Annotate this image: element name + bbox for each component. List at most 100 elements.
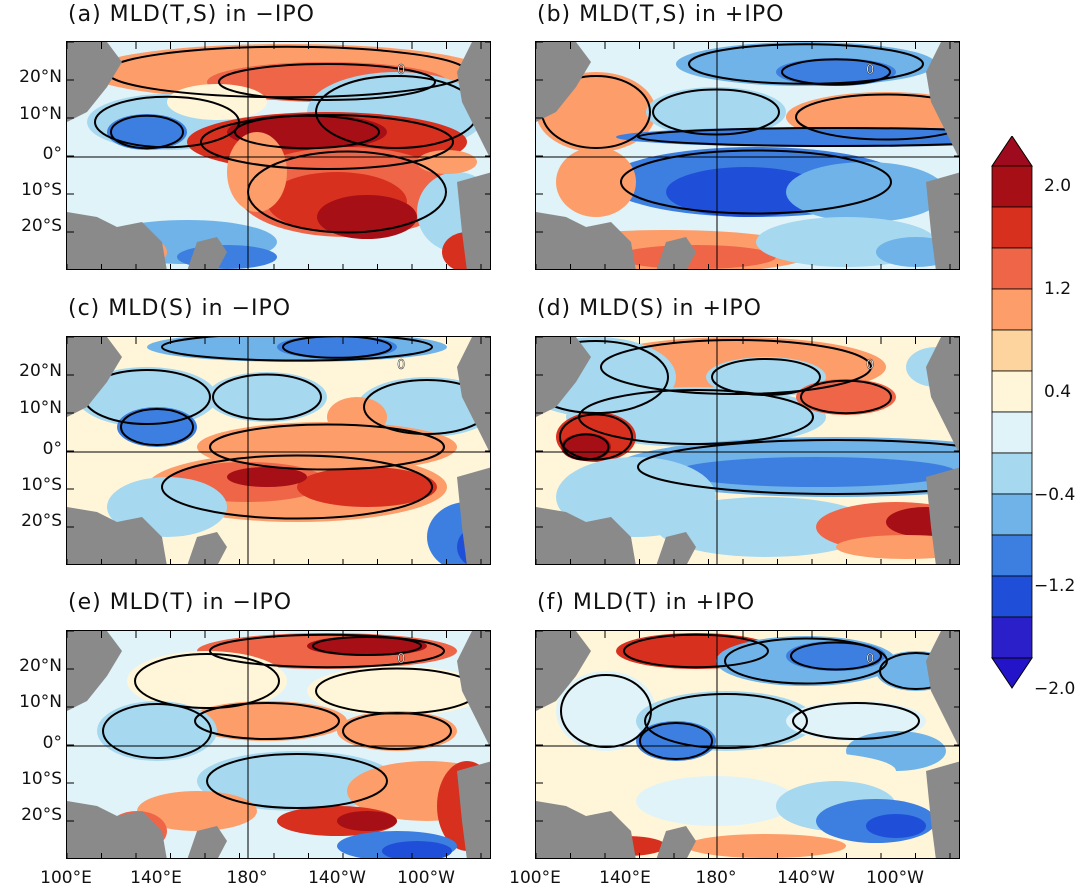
map-panel-d: 0 [535, 336, 960, 565]
land [67, 337, 122, 417]
zero-contour [363, 379, 490, 435]
zero-contour [790, 641, 882, 671]
map-a: 0 [67, 42, 490, 269]
land [536, 337, 591, 417]
zero-contour [342, 712, 452, 750]
panel-title-d: (d) MLD(S) in +IPO [537, 296, 762, 321]
lat-label: 0° [42, 439, 62, 459]
lon-label: 140°W [308, 868, 366, 888]
land [926, 172, 959, 269]
anomaly-region [97, 701, 217, 761]
map-panel-a: 0 [66, 41, 491, 270]
zero-contour [234, 114, 380, 150]
land [926, 337, 959, 453]
anomaly-region [207, 372, 327, 422]
zero-contour [312, 636, 422, 656]
land [926, 761, 959, 858]
land [656, 237, 696, 269]
panel-title-a: (a) MLD(T,S) in −IPO [68, 2, 315, 27]
lat-label: 10°N [19, 692, 62, 712]
zero-contour [600, 339, 872, 395]
zero-contour [161, 454, 433, 520]
colorbar-bottom-arrow [991, 657, 1033, 689]
panel-title-f: (f) MLD(T) in +IPO [537, 590, 756, 615]
anomaly-region [646, 87, 786, 137]
lon-label: 140°W [777, 868, 835, 888]
colorbar-label: 1.2 [1044, 279, 1072, 299]
land [187, 237, 227, 269]
contour-label: 0 [397, 63, 405, 78]
lon-label: 180° [226, 868, 268, 888]
colorbar-segment [991, 206, 1033, 249]
zero-contour [120, 408, 194, 446]
colorbar-segment [991, 329, 1033, 372]
zero-contour [637, 439, 959, 495]
zero-contour [688, 43, 924, 85]
land [536, 212, 636, 269]
contour-label: 0 [866, 358, 874, 373]
anomaly-region [786, 641, 886, 671]
colorbar-segment [991, 288, 1033, 331]
land [67, 631, 122, 711]
anomaly-region [796, 379, 896, 415]
zero-contour [536, 340, 669, 414]
lat-label: 10°S [21, 180, 62, 200]
anomaly-region [786, 162, 946, 222]
panel-title-e: (e) MLD(T) in −IPO [68, 590, 293, 615]
colorbar-label: 2.0 [1044, 176, 1072, 196]
land [67, 212, 167, 269]
anomaly-region [167, 84, 267, 120]
anomaly-region [307, 636, 427, 656]
colorbar-label: −1.2 [1034, 576, 1076, 596]
anomaly-region [706, 357, 826, 397]
zero-contour [200, 114, 454, 170]
contour-label: 0 [866, 63, 874, 78]
lat-label: 20°N [19, 67, 62, 87]
lon-label: 100°E [40, 868, 92, 888]
anomaly-region [117, 407, 197, 447]
anomaly-region [227, 132, 287, 212]
zero-contour [102, 703, 212, 759]
land [187, 532, 227, 564]
map-e: 0 [67, 631, 490, 858]
zero-contour [639, 722, 713, 760]
land [457, 42, 490, 158]
land [187, 826, 227, 858]
colorbar-segment [991, 493, 1033, 536]
zero-contour [212, 373, 322, 421]
zero-contour [781, 58, 891, 86]
zero-contour [637, 127, 959, 147]
anomaly-region [227, 467, 307, 487]
colorbar-top-arrow [991, 136, 1033, 167]
lon-label: 140°E [130, 868, 182, 888]
map-panel-c: 0 [66, 336, 491, 565]
anomaly-region [127, 651, 287, 711]
anomaly-region [836, 535, 959, 559]
lon-label: 180° [695, 868, 737, 888]
anomaly-region [327, 397, 387, 437]
land [67, 507, 167, 564]
anomaly-region [197, 751, 397, 811]
colorbar [991, 136, 1033, 689]
zero-contour [644, 693, 808, 749]
contour-label: 0 [397, 358, 405, 373]
zero-contour [562, 433, 610, 461]
colorbar-segment [991, 452, 1033, 495]
land [457, 467, 490, 564]
lat-label: 0° [42, 733, 62, 753]
map-b: 0 [536, 42, 959, 269]
zero-contour [711, 358, 821, 396]
zero-contour [795, 93, 959, 141]
zero-contour [218, 63, 436, 101]
zero-contour [161, 337, 433, 362]
zero-contour [110, 114, 184, 150]
zero-contour [209, 633, 445, 669]
colorbar-label: 0.4 [1044, 382, 1072, 402]
zero-contour [800, 379, 892, 415]
anomaly-region [556, 147, 636, 217]
colorbar-segment [991, 411, 1033, 454]
zero-contour [792, 702, 920, 740]
land [656, 826, 696, 858]
map-d: 0 [536, 337, 959, 564]
zero-contour [559, 413, 633, 461]
